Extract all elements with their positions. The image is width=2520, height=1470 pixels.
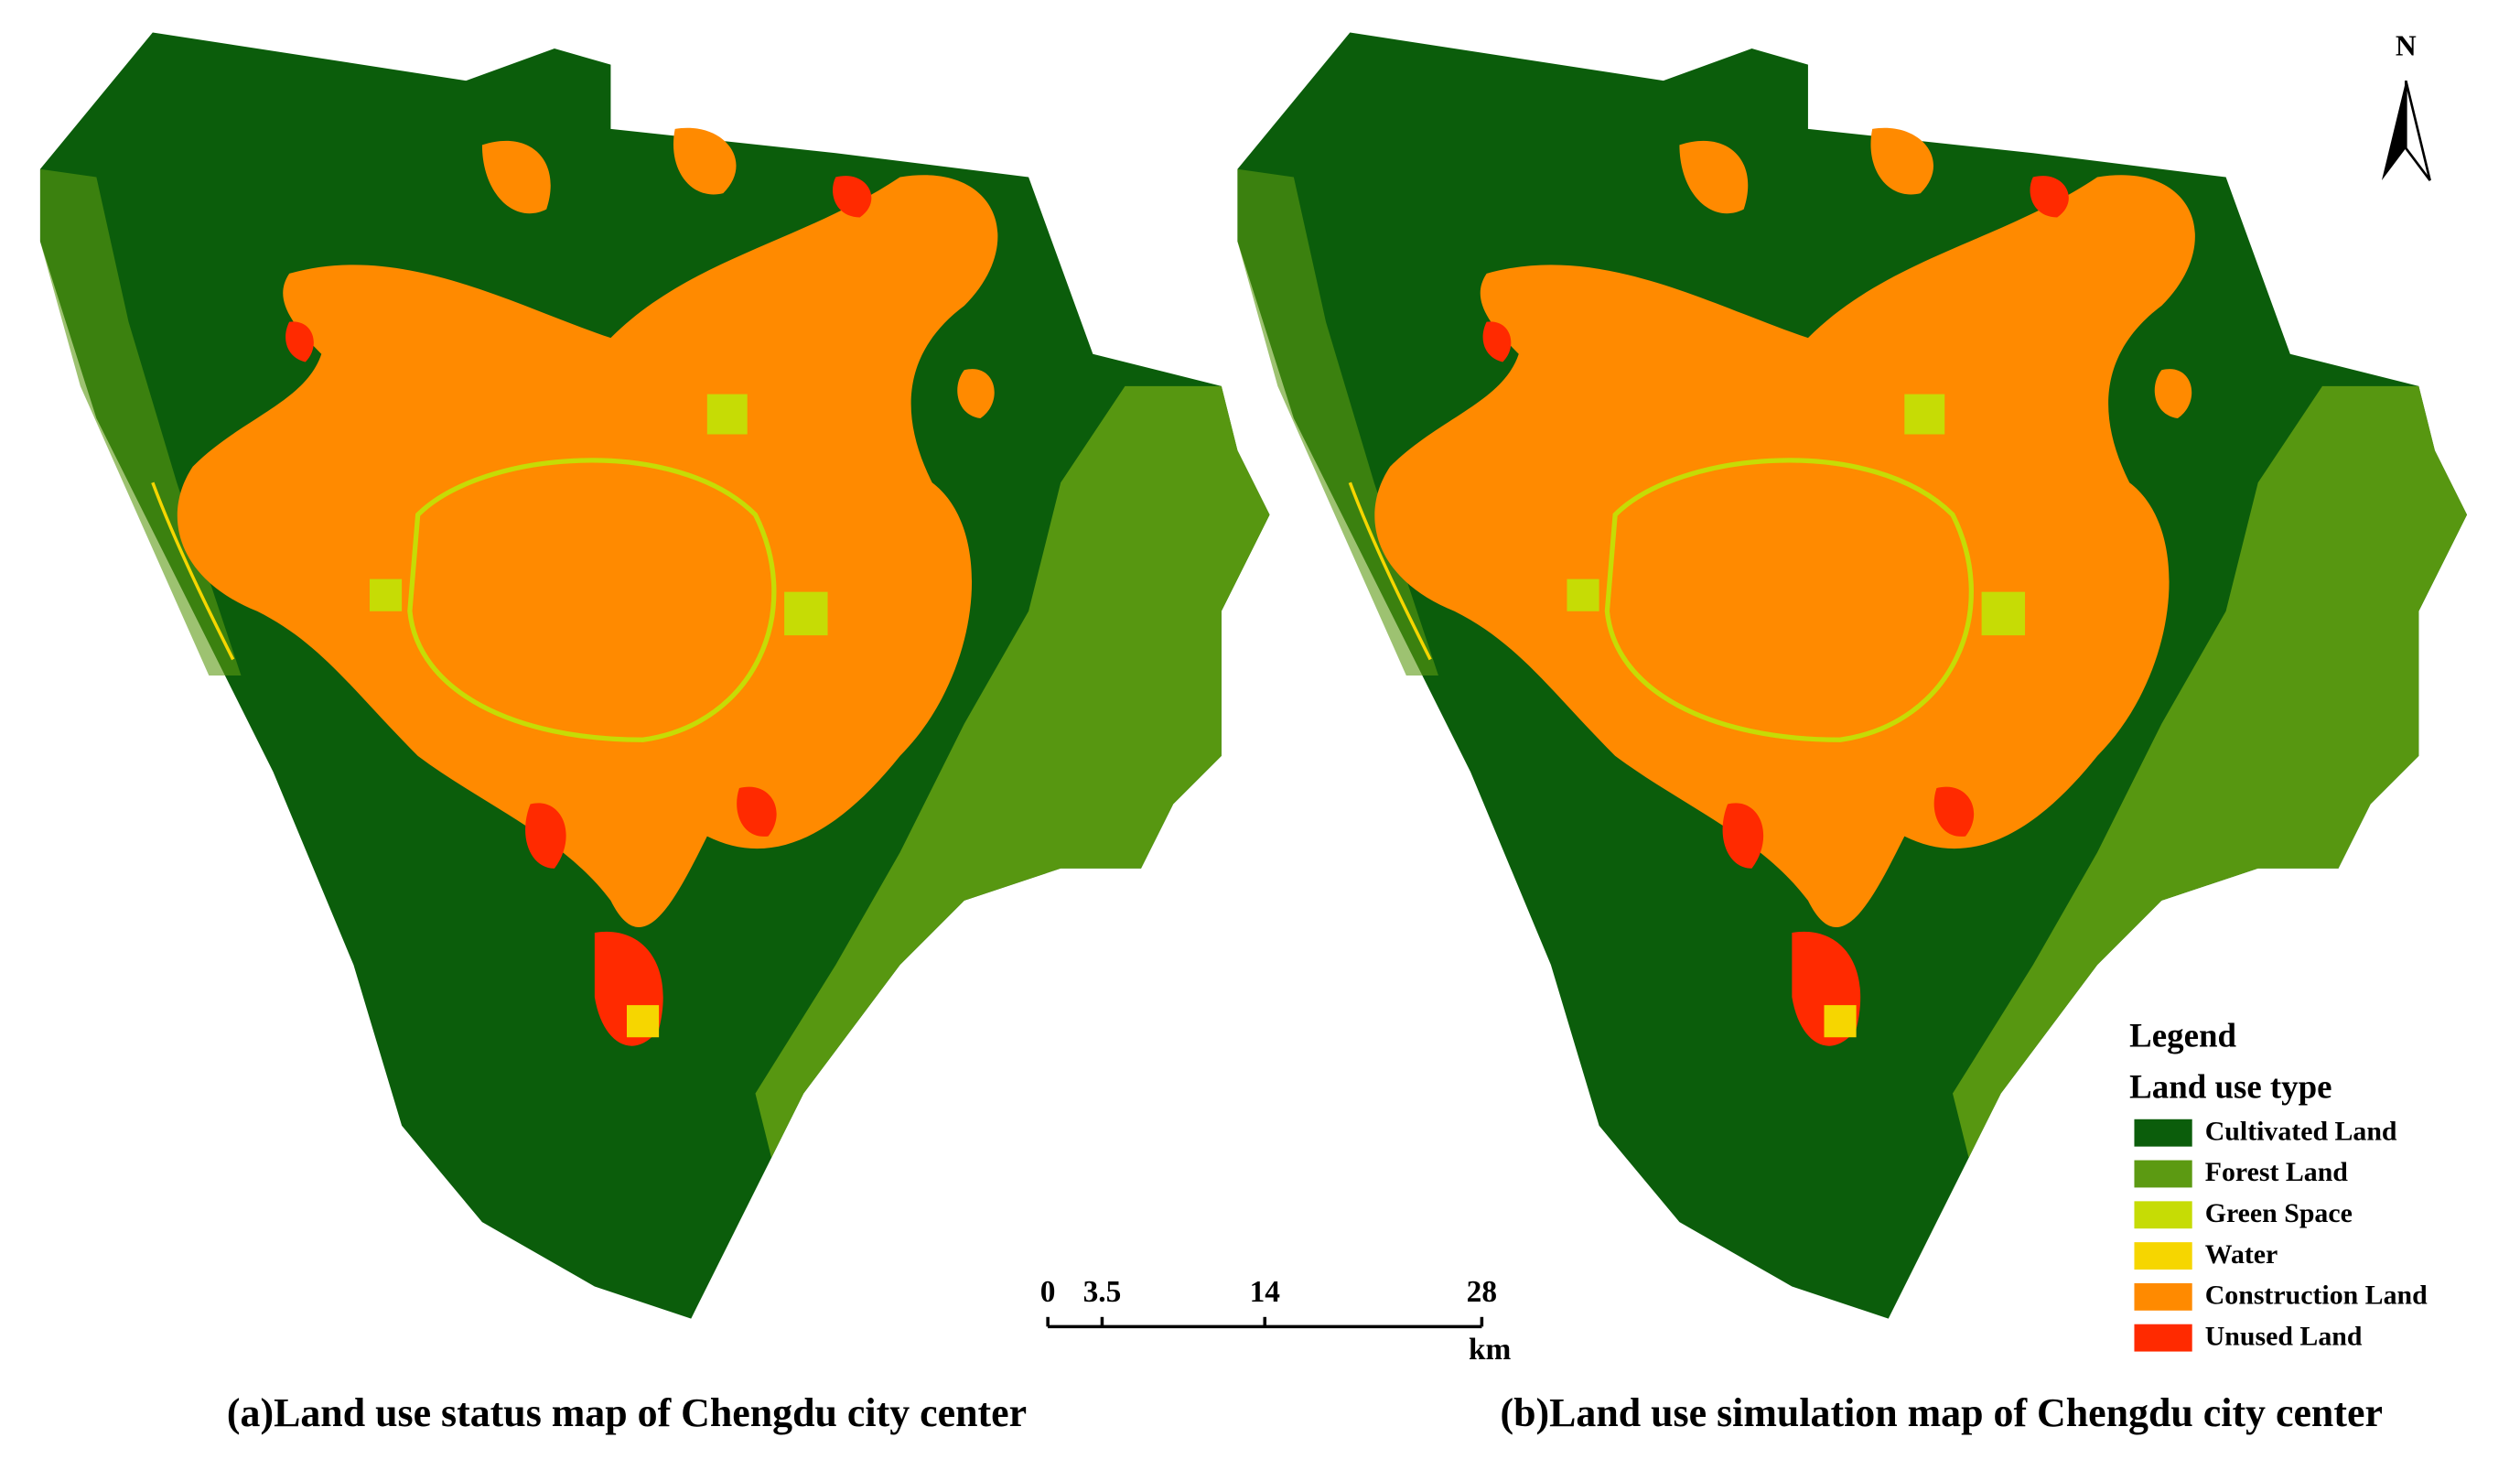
north-arrow-left <box>2381 81 2407 181</box>
scale-label: 28 <box>1467 1275 1497 1309</box>
legend-label: Forest Land <box>2205 1157 2349 1187</box>
legend-label: Water <box>2205 1239 2278 1270</box>
legend-swatch <box>2134 1201 2192 1229</box>
map-status <box>40 32 1270 1318</box>
scale-unit: km <box>1469 1333 1512 1367</box>
north-label: N <box>2396 29 2417 61</box>
north-arrow-right <box>2404 80 2431 181</box>
caption: (a)Land use status map of Chengdu city c… <box>227 1391 1027 1435</box>
legend-subtitle: Land use type <box>2129 1068 2332 1106</box>
legend-swatch <box>2134 1160 2192 1188</box>
legend-swatch <box>2134 1119 2192 1147</box>
legend-label: Unused Land <box>2205 1321 2363 1351</box>
legend-swatch <box>2134 1242 2192 1270</box>
caption: (b)Land use simulation map of Chengdu ci… <box>1500 1391 2382 1435</box>
legend-label: Green Space <box>2205 1198 2353 1228</box>
legend-label: Construction Land <box>2205 1281 2428 1311</box>
scale-label: 0 <box>1040 1275 1056 1309</box>
scale-label: 14 <box>1250 1275 1281 1309</box>
legend-label: Cultivated Land <box>2205 1116 2397 1146</box>
legend-swatch <box>2134 1282 2192 1311</box>
legend-swatch <box>2134 1324 2192 1352</box>
scale-bar: 0 3.5 14 28 km <box>1040 1275 1512 1367</box>
scale-label: 3.5 <box>1083 1275 1122 1309</box>
legend-title: Legend <box>2129 1016 2236 1054</box>
legend: Cultivated Land Forest Land Green Space Wat… <box>2134 1116 2428 1352</box>
